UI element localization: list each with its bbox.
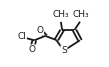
Text: Cl: Cl <box>17 32 26 41</box>
Text: O: O <box>28 45 35 54</box>
Text: O: O <box>36 26 43 35</box>
Text: CH₃: CH₃ <box>52 10 69 19</box>
Text: CH₃: CH₃ <box>73 10 89 19</box>
Text: S: S <box>61 46 67 55</box>
